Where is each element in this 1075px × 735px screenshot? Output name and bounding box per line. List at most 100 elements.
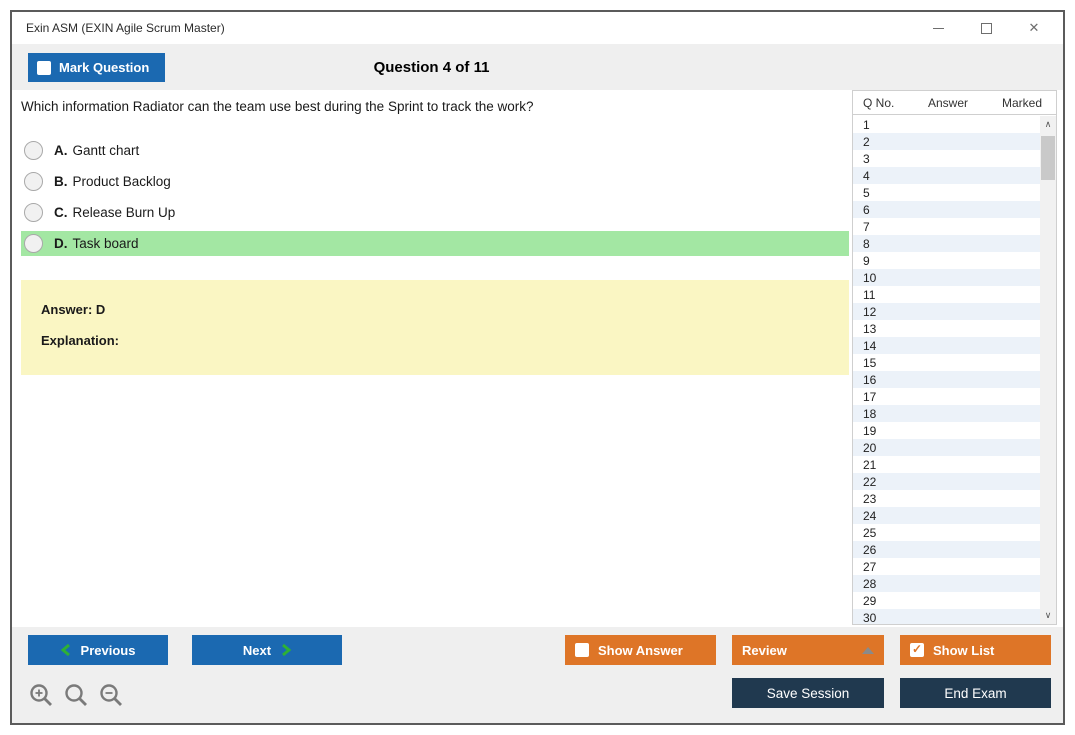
scrollbar-thumb[interactable] bbox=[1041, 136, 1055, 180]
row-qno: 22 bbox=[863, 474, 877, 489]
row-qno: 21 bbox=[863, 457, 877, 472]
option-text: Release Burn Up bbox=[72, 205, 176, 220]
question-list-row[interactable]: 21 bbox=[853, 456, 1040, 473]
row-qno: 1 bbox=[863, 117, 870, 132]
question-list-row[interactable]: 15 bbox=[853, 354, 1040, 371]
question-list-row[interactable]: 30 bbox=[853, 609, 1040, 624]
chevron-right-icon bbox=[282, 643, 292, 657]
save-session-button[interactable]: Save Session bbox=[732, 678, 884, 708]
question-list-row[interactable]: 19 bbox=[853, 422, 1040, 439]
row-qno: 28 bbox=[863, 576, 877, 591]
mark-question-label: Mark Question bbox=[59, 60, 150, 75]
show-list-checkbox-icon[interactable]: ✓ bbox=[910, 642, 924, 657]
question-list-row[interactable]: 22 bbox=[853, 473, 1040, 490]
question-list-row[interactable]: 20 bbox=[853, 439, 1040, 456]
show-answer-checkbox-icon[interactable] bbox=[575, 643, 589, 657]
radio-button-icon[interactable] bbox=[24, 172, 43, 191]
radio-button-icon[interactable] bbox=[24, 203, 43, 222]
row-qno: 25 bbox=[863, 525, 877, 540]
question-list-rows: 1 2 3 bbox=[853, 116, 1040, 624]
zoom-reset-icon[interactable] bbox=[63, 682, 89, 708]
question-list-row[interactable]: 27 bbox=[853, 558, 1040, 575]
question-list-row[interactable]: 13 bbox=[853, 320, 1040, 337]
scroll-down-icon[interactable]: ∨ bbox=[1044, 610, 1052, 620]
window-title: Exin ASM (EXIN Agile Scrum Master) bbox=[26, 21, 225, 35]
question-list-row[interactable]: 9 bbox=[853, 252, 1040, 269]
question-list-row[interactable]: 26 bbox=[853, 541, 1040, 558]
question-list-row[interactable]: 5 bbox=[853, 184, 1040, 201]
question-list-row[interactable]: 3 bbox=[853, 150, 1040, 167]
window-controls: ✕ bbox=[931, 20, 1063, 35]
close-button[interactable]: ✕ bbox=[1027, 20, 1041, 35]
review-button[interactable]: Review bbox=[732, 635, 884, 665]
option-letter: B. bbox=[54, 174, 68, 189]
question-list-row[interactable]: 16 bbox=[853, 371, 1040, 388]
row-qno: 18 bbox=[863, 406, 877, 421]
mark-question-button[interactable]: Mark Question bbox=[28, 53, 165, 82]
question-list-row[interactable]: 23 bbox=[853, 490, 1040, 507]
row-qno: 15 bbox=[863, 355, 877, 370]
radio-button-icon[interactable] bbox=[24, 234, 43, 253]
previous-button[interactable]: Previous bbox=[28, 635, 168, 665]
row-qno: 10 bbox=[863, 270, 877, 285]
row-qno: 9 bbox=[863, 253, 870, 268]
question-list-row[interactable]: 11 bbox=[853, 286, 1040, 303]
question-list-row[interactable]: 6 bbox=[853, 201, 1040, 218]
column-marked: Marked bbox=[1001, 95, 1042, 110]
title-bar[interactable]: Exin ASM (EXIN Agile Scrum Master) ✕ bbox=[12, 12, 1063, 44]
column-qno: Q No. bbox=[863, 95, 895, 110]
zoom-out-icon[interactable] bbox=[98, 682, 124, 708]
show-list-label: Show List bbox=[933, 642, 995, 658]
maximize-button[interactable] bbox=[979, 21, 993, 35]
radio-button-icon[interactable] bbox=[24, 141, 43, 160]
answer-option[interactable]: C. Release Burn Up bbox=[21, 200, 849, 225]
answer-option[interactable]: B. Product Backlog bbox=[21, 169, 849, 194]
maximize-icon bbox=[980, 22, 992, 34]
explanation-label: Explanation: bbox=[41, 333, 120, 348]
zoom-controls bbox=[28, 682, 124, 708]
question-list-row[interactable]: 14 bbox=[853, 337, 1040, 354]
question-list-row[interactable]: 1 bbox=[853, 116, 1040, 133]
question-list-row[interactable]: 29 bbox=[853, 592, 1040, 609]
row-qno: 24 bbox=[863, 508, 877, 523]
row-qno: 4 bbox=[863, 168, 870, 183]
next-button[interactable]: Next bbox=[192, 635, 342, 665]
chevron-left-icon bbox=[60, 643, 70, 657]
question-list-row[interactable]: 10 bbox=[853, 269, 1040, 286]
question-list-row[interactable]: 8 bbox=[853, 235, 1040, 252]
question-list-row[interactable]: 28 bbox=[853, 575, 1040, 592]
question-list-row[interactable]: 24 bbox=[853, 507, 1040, 524]
toolbar: Question 4 of 11 Mark Question bbox=[12, 44, 1063, 90]
question-list-row[interactable]: 25 bbox=[853, 524, 1040, 541]
row-qno: 30 bbox=[863, 610, 877, 625]
row-qno: 5 bbox=[863, 185, 870, 200]
show-answer-button[interactable]: Show Answer bbox=[565, 635, 716, 665]
question-list-row[interactable]: 17 bbox=[853, 388, 1040, 405]
row-qno: 12 bbox=[863, 304, 877, 319]
row-qno: 13 bbox=[863, 321, 877, 336]
footer-bar: Previous Next Show bbox=[12, 627, 1063, 723]
answer-option[interactable]: A. Gantt chart bbox=[21, 138, 849, 163]
row-qno: 17 bbox=[863, 389, 877, 404]
previous-label: Previous bbox=[80, 642, 136, 658]
question-list-row[interactable]: 18 bbox=[853, 405, 1040, 422]
list-scrollbar[interactable]: ∧ ∨ bbox=[1040, 116, 1056, 624]
show-list-button[interactable]: ✓ Show List bbox=[900, 635, 1051, 665]
question-list-row[interactable]: 12 bbox=[853, 303, 1040, 320]
question-list-row[interactable]: 2 bbox=[853, 133, 1040, 150]
question-list-row[interactable]: 4 bbox=[853, 167, 1040, 184]
row-qno: 27 bbox=[863, 559, 877, 574]
option-letter: C. bbox=[54, 205, 68, 220]
row-qno: 14 bbox=[863, 338, 877, 353]
question-list-row[interactable]: 7 bbox=[853, 218, 1040, 235]
question-list-panel: Q No. Answer Marked 1 2 bbox=[852, 90, 1057, 625]
mark-question-checkbox-icon[interactable] bbox=[37, 60, 51, 75]
minimize-button[interactable] bbox=[931, 21, 945, 35]
answer-option[interactable]: D. Task board bbox=[21, 231, 849, 256]
scroll-up-icon[interactable]: ∧ bbox=[1044, 119, 1052, 129]
zoom-in-icon[interactable] bbox=[28, 682, 54, 708]
question-text: Which information Radiator can the team … bbox=[21, 99, 534, 114]
end-exam-button[interactable]: End Exam bbox=[900, 678, 1051, 708]
row-qno: 23 bbox=[863, 491, 877, 506]
option-text: Task board bbox=[72, 236, 139, 251]
